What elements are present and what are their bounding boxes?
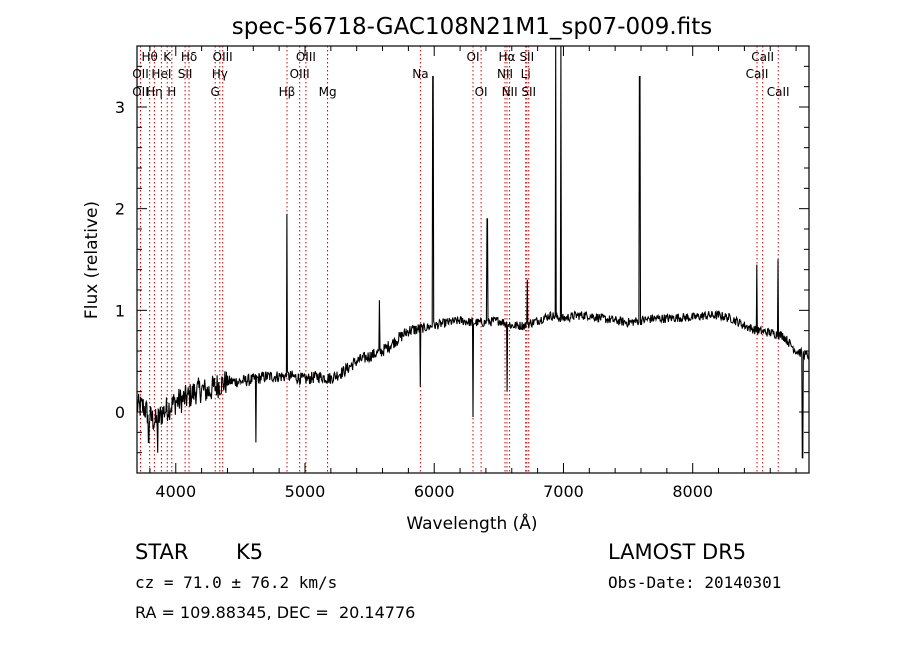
y-tick-label: 2 [115, 200, 125, 219]
line-label-14: OIII [290, 67, 310, 81]
x-tick-label: 7000 [543, 482, 584, 501]
line-label-15: Mg [319, 85, 337, 99]
line-label-13: OIII [296, 50, 316, 64]
line-label-26: CaII [746, 67, 769, 81]
line-label-18: OI [475, 85, 488, 99]
line-label-23: Li [521, 67, 531, 81]
y-tick-label: 1 [115, 301, 125, 320]
observation-date: Obs-Date: 20140301 [608, 573, 782, 592]
x-tick-label: 8000 [672, 482, 713, 501]
object-class: STAR [135, 540, 189, 564]
survey-name: LAMOST DR5 [608, 540, 747, 564]
line-label-1: OII [132, 67, 149, 81]
redshift-cz: cz = 71.0 ± 76.2 km/s [135, 573, 338, 592]
line-label-17: OI [467, 50, 480, 64]
x-tick-label: 4000 [155, 482, 196, 501]
spectrum-line [136, 45, 810, 459]
coordinates: RA = 109.88345, DEC = 20.14776 [135, 603, 416, 622]
spectral-subclass: K5 [236, 540, 264, 564]
x-tick-label: 5000 [285, 482, 326, 501]
line-label-27: CaII [767, 85, 790, 99]
line-markers [140, 46, 779, 473]
line-label-3: Hη [146, 85, 163, 99]
line-label-7: Hδ [181, 50, 197, 64]
y-axis-label: Flux (relative) [82, 201, 102, 319]
line-label-12: Hβ [279, 85, 296, 99]
line-label-0: Hθ [142, 50, 158, 64]
y-tick-label: 3 [115, 98, 125, 117]
line-label-10: Hγ [212, 67, 228, 81]
line-label-24: SII [521, 85, 536, 99]
y-axis: 0 1 2 3 [115, 45, 809, 474]
x-axis-label: Wavelength (Å) [406, 512, 537, 534]
x-axis: 4000 5000 6000 7000 8000 [149, 46, 797, 501]
chart-title: spec-56718-GAC108N21M1_sp07-009.fits [232, 14, 712, 40]
y-tick-label: 0 [115, 403, 125, 422]
line-label-4: K [163, 50, 172, 64]
plot-frame [136, 45, 810, 474]
line-label-16: Na [412, 67, 428, 81]
line-label-11: G [211, 85, 220, 99]
line-label-22: SII [519, 50, 534, 64]
line-label-8: SII [178, 67, 193, 81]
line-label-6: H [167, 85, 176, 99]
x-tick-label: 6000 [414, 482, 455, 501]
line-label-21: NII [502, 85, 518, 99]
line-label-19: Hα [499, 50, 516, 64]
line-label-25: CaII [751, 50, 774, 64]
line-label-9: OIII [213, 50, 233, 64]
line-label-2: OII [132, 85, 149, 99]
line-label-20: NII [497, 67, 513, 81]
line-label-5: HeI [151, 67, 171, 81]
